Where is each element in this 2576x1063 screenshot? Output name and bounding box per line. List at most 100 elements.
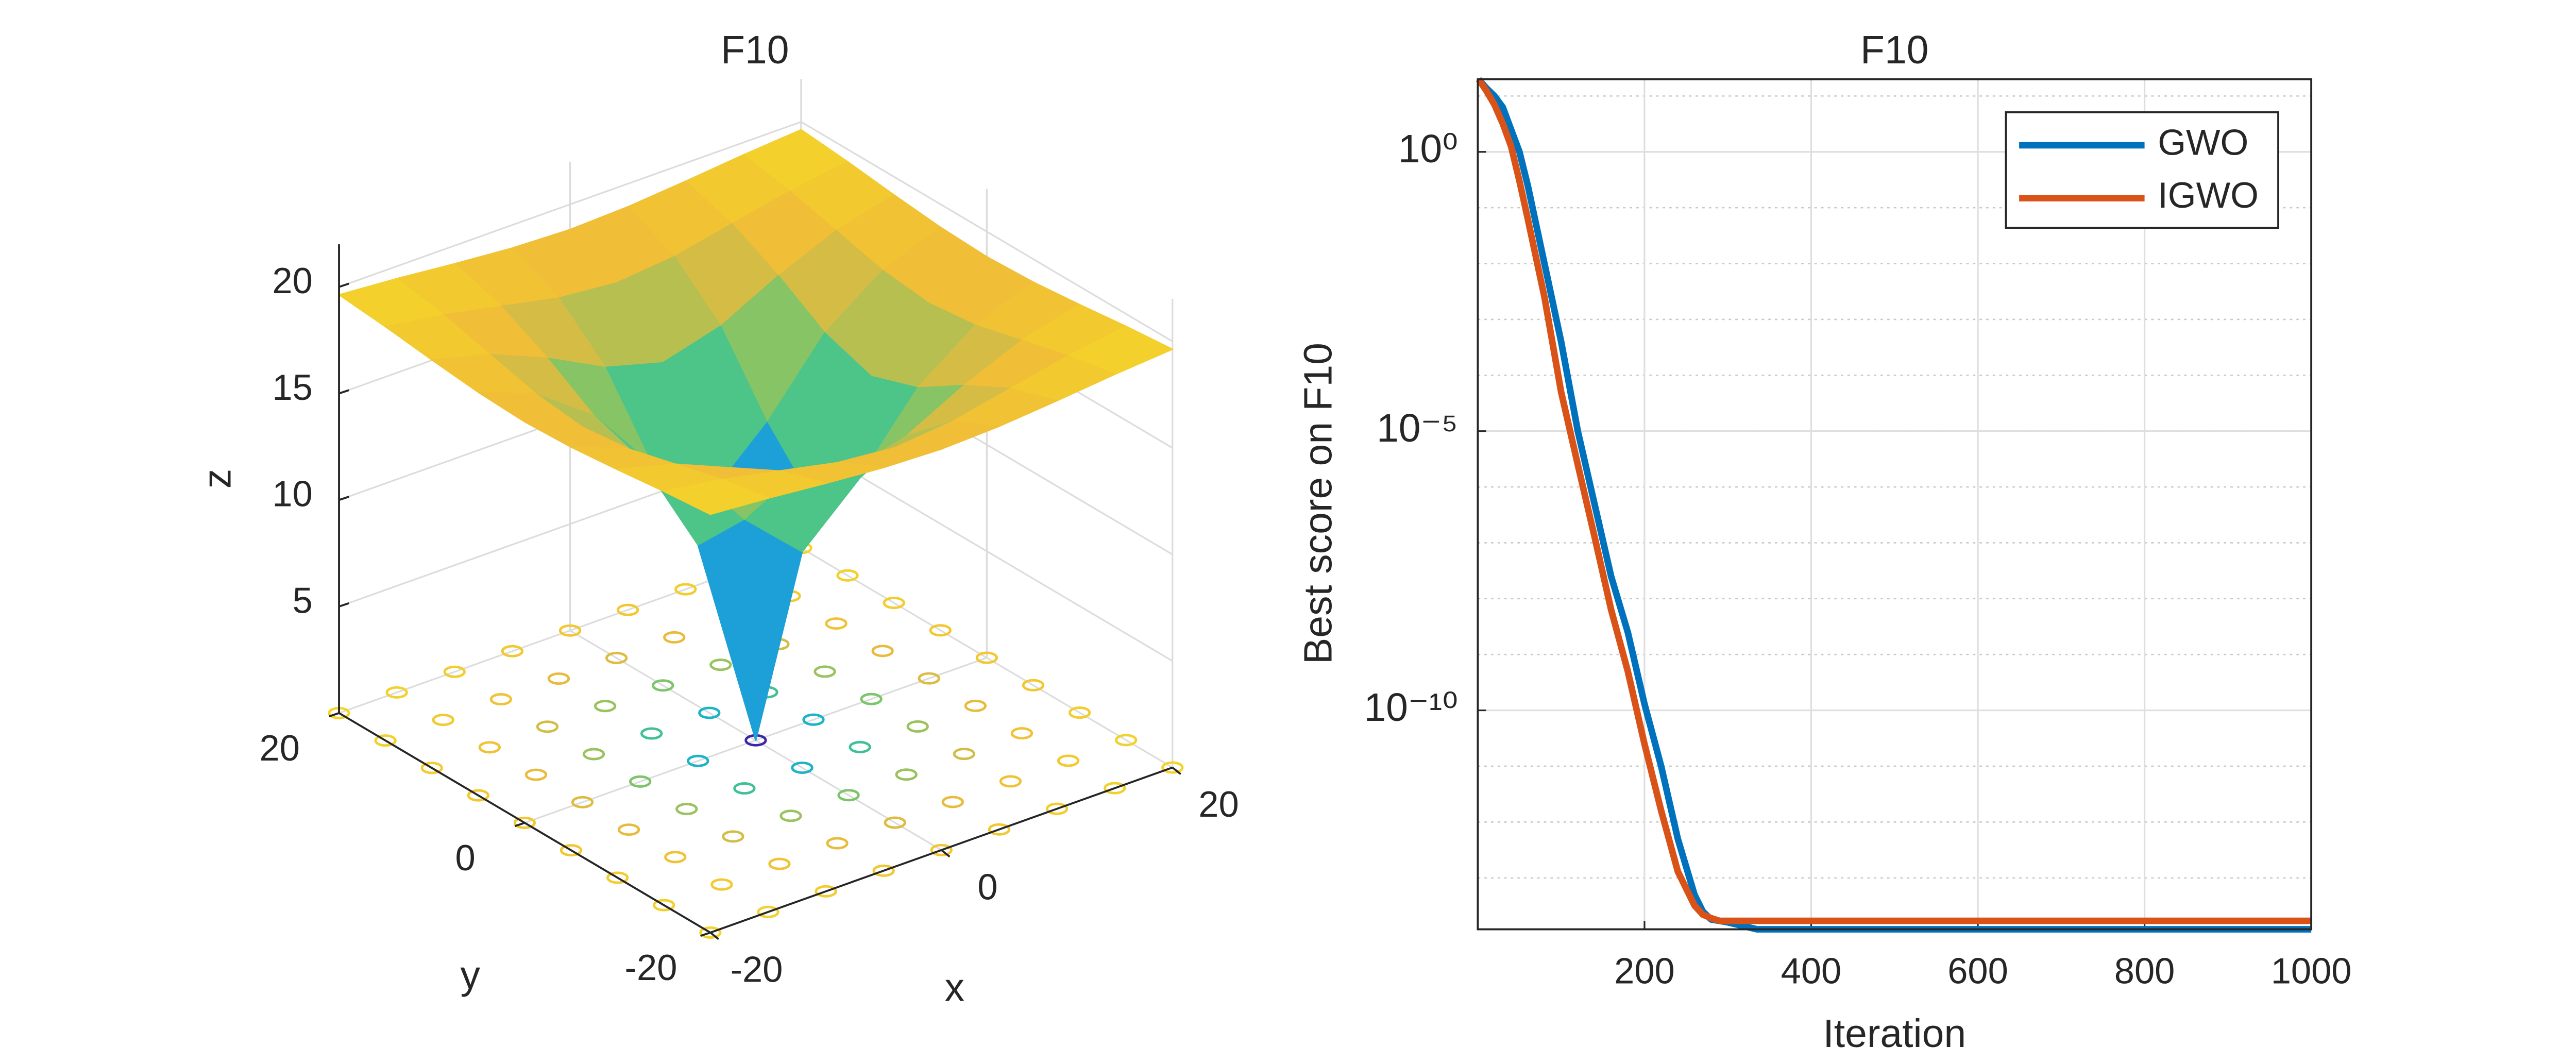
floor-contour-mark: [467, 789, 489, 802]
floor-contour-mark: [420, 762, 443, 774]
floor-contour-mark: [640, 727, 663, 740]
floor-contour-mark: [1010, 727, 1033, 740]
chart-title: F10: [1860, 28, 1928, 72]
floor-contour-mark: [1068, 706, 1091, 719]
floor-contour-mark: [733, 782, 756, 795]
floor-contour-mark: [918, 672, 940, 685]
x-tick-label: 600: [1947, 951, 2008, 991]
floor-contour-mark: [836, 569, 859, 582]
floor-contour-mark: [385, 686, 408, 699]
y-tick-mark: [329, 712, 340, 718]
z-tick-label: 10: [272, 474, 312, 514]
floor-contour-mark: [825, 617, 848, 630]
floor-contour-mark: [1057, 754, 1080, 767]
floor-contour-mark: [629, 775, 652, 788]
x-tick-label: -20: [731, 949, 783, 989]
z-tick-label: 5: [293, 580, 313, 620]
floor-contour-mark: [964, 699, 987, 712]
floor-contour-mark: [513, 816, 536, 829]
z-tick-mark: [338, 389, 349, 395]
x-tick-label: 1000: [2271, 951, 2352, 991]
floor-contour-mark: [709, 659, 732, 671]
x-tick-mark: [709, 932, 720, 940]
y-axis-label: Best score on F10: [1296, 343, 1340, 664]
floor-contour-mark: [929, 624, 952, 637]
floor-contour-mark: [1022, 679, 1045, 691]
floor-contour-mark: [791, 761, 814, 774]
legend-label: IGWO: [2158, 175, 2259, 215]
z-tick-mark: [338, 602, 349, 608]
floor-contour-mark: [618, 823, 640, 836]
floor-contour-mark: [558, 624, 582, 637]
z-tick-mark: [338, 282, 349, 288]
floor-contour-mark: [1115, 734, 1138, 747]
y-tick-label: 20: [260, 728, 300, 768]
floor-contour-mark: [779, 809, 802, 822]
floor-contour-mark: [1045, 802, 1069, 815]
floor-contour-mark: [698, 706, 721, 719]
floor-contour-mark: [941, 796, 964, 808]
z-tick-label: 15: [272, 367, 312, 408]
floor-contour-mark: [560, 844, 583, 857]
x-tick-mark: [1172, 767, 1181, 775]
x-tick-mark: [941, 849, 951, 858]
floor-contour-mark: [999, 775, 1022, 788]
floor-contour-mark: [872, 864, 895, 877]
floor-contour-mark: [802, 713, 825, 726]
floor-contour-mark: [757, 905, 779, 918]
floor-contour-mark: [884, 816, 906, 829]
floor-contour-mark: [871, 645, 894, 657]
floor-contour-mark: [652, 679, 674, 692]
floor-contour-mark: [664, 851, 687, 864]
floor-contour-mark: [1104, 782, 1126, 795]
z-tick-label: 20: [272, 260, 312, 301]
floor-contour-mark: [710, 878, 733, 891]
floor-contour-mark: [815, 885, 837, 898]
legend-label: GWO: [2158, 122, 2248, 163]
floor-contour-mark: [571, 796, 594, 808]
floor-contour-mark: [536, 720, 559, 733]
floor-contour-mark: [837, 789, 860, 802]
floor-contour-mark: [432, 714, 454, 727]
floor-contour-mark: [906, 720, 929, 733]
floor-contour-mark: [849, 740, 871, 753]
y-tick-label: 0: [455, 837, 475, 878]
floor-contour-mark: [653, 899, 675, 912]
floor-contour-mark: [674, 583, 697, 596]
legend-box: [2005, 111, 2279, 229]
z-tick-mark: [338, 496, 349, 501]
floor-contour-mark: [883, 597, 905, 610]
x-tick-label: 800: [2114, 951, 2175, 991]
x-tick-label: 20: [1198, 784, 1239, 824]
floor-contour-mark: [722, 830, 744, 843]
legend: GWO IGWO: [2005, 111, 2279, 229]
floor-contour-mark: [478, 741, 501, 754]
floor-contour-mark: [547, 672, 570, 685]
x-axis-label: x: [945, 965, 964, 1009]
floor-contour-mark: [1161, 761, 1184, 774]
x-tick-label: 400: [1781, 951, 1842, 991]
y-tick-label: 10⁰: [1398, 127, 1458, 171]
floor-contour-mark: [953, 748, 975, 761]
x-tick-label: 0: [977, 866, 997, 907]
floor-contour-mark: [975, 651, 998, 664]
floor-contour-mark: [489, 693, 512, 706]
floor-contour-mark: [617, 603, 639, 616]
floor-contour-mark: [814, 665, 836, 678]
floor-contour-mark: [594, 700, 617, 713]
floor-contour-mark: [930, 843, 953, 856]
y-axis-label: y: [460, 953, 480, 997]
floor-contour-mark: [988, 823, 1011, 836]
x-tick-label: 200: [1614, 951, 1675, 991]
y-tick-mark: [700, 932, 711, 937]
y-tick-mark: [514, 822, 526, 828]
axes-box: [1477, 78, 2313, 931]
floor-contour-mark: [443, 665, 466, 678]
floor-contour-mark: [675, 803, 698, 816]
x-axis-label: Iteration: [1823, 1011, 1966, 1056]
floor-contour-mark: [374, 734, 397, 747]
floor-contour-mark: [768, 857, 791, 870]
chart-title: F10: [721, 28, 789, 72]
